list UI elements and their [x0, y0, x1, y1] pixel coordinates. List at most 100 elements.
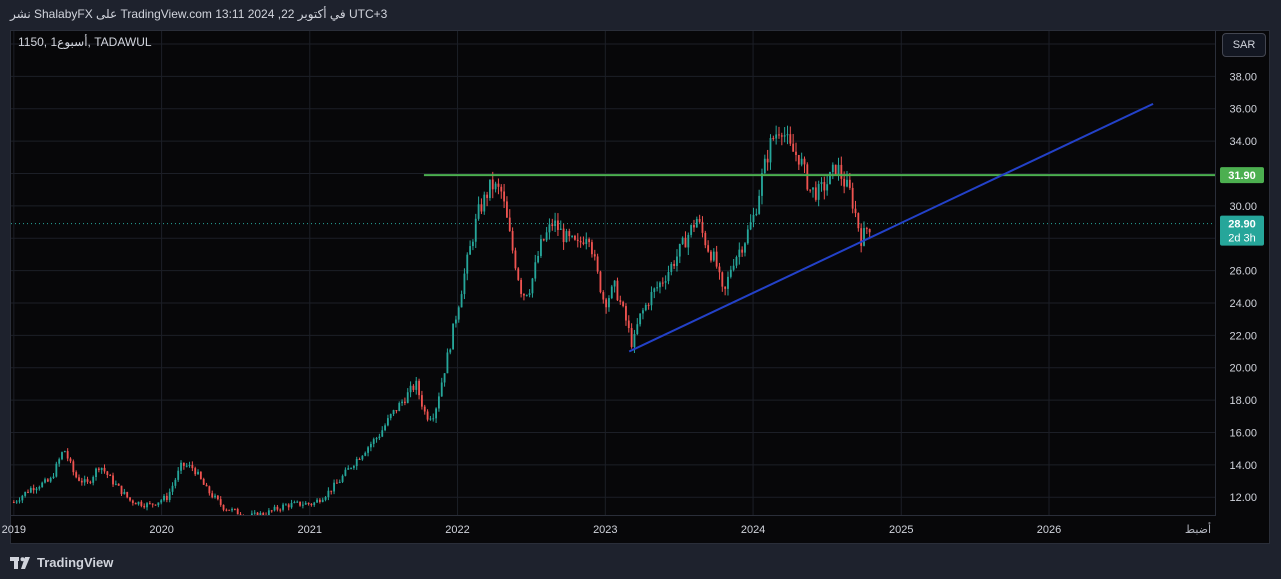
time-tick-label: 2019	[2, 524, 26, 536]
candle-body	[744, 243, 746, 253]
candle-body	[259, 513, 262, 515]
candle-body	[327, 490, 330, 498]
candle-body	[506, 201, 508, 218]
candle-body	[384, 425, 386, 431]
candle-body	[684, 237, 687, 248]
candle-body	[41, 482, 44, 488]
tradingview-logo-text: TradingView	[37, 555, 114, 570]
candle-body	[367, 447, 369, 453]
candle-body	[112, 475, 114, 485]
candle-body	[80, 480, 83, 483]
candle-body	[591, 242, 593, 255]
candle-body	[491, 179, 494, 190]
candle-body	[134, 502, 137, 505]
price-tick-label: 26.00	[1229, 266, 1257, 278]
candle-body	[126, 491, 129, 498]
candles-group	[12, 125, 871, 515]
candle-body	[163, 495, 165, 501]
candle-body	[712, 251, 715, 261]
candle-body	[695, 218, 698, 228]
price-tick-label: 34.00	[1229, 136, 1257, 148]
candle-body	[276, 506, 279, 510]
candle-body	[497, 183, 500, 187]
candle-body	[778, 134, 780, 136]
candle-body	[860, 228, 863, 246]
candle-body	[154, 504, 157, 506]
price-tick-label: 30.00	[1229, 201, 1257, 213]
candle-body	[66, 451, 69, 459]
candle-body	[296, 501, 299, 503]
candle-body	[279, 509, 282, 511]
candle-body	[72, 461, 75, 473]
candle-body	[214, 495, 216, 498]
candle-body	[372, 439, 375, 444]
candle-body	[868, 229, 871, 233]
candle-body	[61, 452, 63, 460]
candle-body	[117, 483, 120, 486]
candle-body	[707, 245, 710, 252]
candle-body	[401, 401, 403, 404]
footer: TradingView	[0, 548, 1281, 579]
candle-body	[562, 228, 565, 243]
candle-body	[290, 503, 293, 508]
candle-body	[633, 334, 636, 347]
last-price-label: 28.90	[1228, 219, 1256, 231]
candle-body	[636, 324, 639, 335]
candle-body	[761, 173, 763, 196]
candle-body	[18, 500, 21, 502]
candle-body	[608, 298, 610, 308]
candle-body	[375, 438, 378, 440]
candle-body	[27, 491, 29, 493]
candle-body	[429, 418, 432, 420]
candle-body	[202, 478, 205, 485]
candle-body	[168, 491, 171, 500]
candle-body	[727, 276, 729, 289]
time-axis[interactable]	[10, 516, 1270, 544]
candle-body	[180, 462, 182, 471]
candle-body	[676, 256, 678, 266]
candle-body	[316, 499, 318, 503]
candle-body	[466, 254, 469, 274]
candle-body	[806, 164, 809, 190]
candle-body	[814, 187, 817, 200]
candle-body	[588, 239, 591, 243]
candle-body	[571, 235, 574, 237]
candle-body	[831, 164, 834, 173]
candle-body	[797, 154, 800, 165]
candle-body	[335, 482, 338, 484]
candle-body	[508, 217, 511, 232]
candle-body	[55, 463, 58, 477]
candle-body	[619, 300, 622, 302]
candle-body	[627, 320, 630, 329]
time-tick-label: 2026	[1037, 524, 1061, 536]
last-price-tag	[1220, 215, 1264, 246]
candle-body	[361, 455, 364, 460]
candle-body	[437, 396, 440, 409]
currency-button[interactable]: SAR	[1222, 33, 1266, 57]
candle-body	[293, 502, 296, 504]
candle-body	[146, 503, 148, 508]
candle-body	[565, 231, 568, 243]
candle-body	[602, 292, 605, 300]
candle-body	[642, 310, 644, 314]
chart-pane[interactable]	[10, 30, 1216, 516]
candle-body	[239, 514, 242, 515]
resistance-price-label: 31.90	[1228, 170, 1256, 182]
candle-body	[803, 158, 806, 165]
candle-body	[758, 195, 761, 214]
tradingview-logo[interactable]: TradingView	[10, 555, 113, 570]
candle-body	[848, 179, 851, 188]
candle-body	[208, 486, 211, 494]
candle-body	[352, 466, 355, 468]
price-axis[interactable]	[1216, 30, 1270, 516]
candle-body	[35, 488, 38, 491]
candle-body	[820, 182, 823, 185]
candle-body	[120, 485, 123, 495]
candle-body	[324, 497, 327, 500]
candle-body	[109, 474, 112, 476]
candle-body	[752, 214, 755, 223]
candle-body	[287, 504, 290, 508]
candle-body	[29, 488, 32, 493]
candle-body	[358, 459, 361, 461]
